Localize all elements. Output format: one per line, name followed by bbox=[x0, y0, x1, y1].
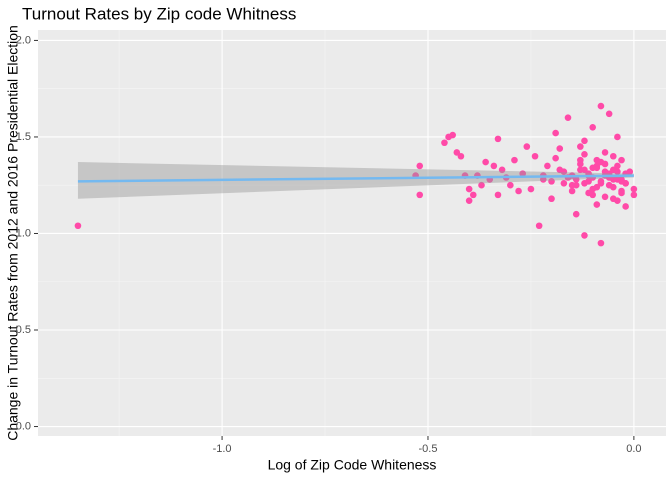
x-tick-label: -0.5 bbox=[418, 443, 437, 455]
point bbox=[597, 239, 605, 247]
point bbox=[568, 187, 576, 195]
point bbox=[593, 201, 601, 208]
point bbox=[531, 152, 539, 160]
point bbox=[478, 181, 485, 189]
point bbox=[556, 145, 564, 152]
point bbox=[441, 139, 448, 147]
point bbox=[622, 179, 629, 187]
point bbox=[548, 195, 555, 203]
point bbox=[597, 102, 605, 110]
point bbox=[614, 168, 621, 176]
point bbox=[453, 149, 461, 156]
point bbox=[469, 191, 477, 199]
point bbox=[597, 179, 605, 187]
point bbox=[527, 185, 535, 193]
point bbox=[416, 162, 424, 170]
point bbox=[465, 197, 473, 204]
point bbox=[523, 143, 531, 150]
point bbox=[601, 160, 609, 168]
point bbox=[519, 170, 526, 177]
y-tick-label: 0.5 bbox=[16, 324, 31, 336]
point bbox=[544, 162, 551, 170]
point bbox=[507, 181, 514, 189]
point bbox=[630, 185, 638, 193]
point bbox=[581, 232, 588, 239]
x-tick-label: -1.0 bbox=[213, 443, 232, 455]
point bbox=[465, 185, 473, 193]
y-tick-label: 1.5 bbox=[16, 131, 31, 143]
point bbox=[548, 178, 555, 185]
point bbox=[609, 152, 617, 160]
point bbox=[577, 143, 584, 150]
point bbox=[589, 164, 596, 172]
point bbox=[593, 183, 601, 191]
y-tick-label: 0.0 bbox=[16, 420, 31, 432]
chart-title: Turnout Rates by Zip code Whitness bbox=[22, 4, 296, 23]
point bbox=[589, 124, 596, 131]
point bbox=[609, 176, 617, 183]
fit-line bbox=[77, 174, 634, 183]
x-axis-label: Log of Zip Code Whiteness bbox=[268, 457, 437, 473]
point bbox=[614, 197, 621, 204]
point bbox=[601, 193, 609, 201]
point bbox=[581, 179, 588, 187]
point bbox=[560, 179, 568, 187]
y-tick-label: 2.0 bbox=[16, 34, 31, 46]
point bbox=[605, 110, 613, 118]
point bbox=[581, 137, 588, 145]
point bbox=[572, 210, 580, 218]
point bbox=[498, 166, 506, 174]
point bbox=[609, 183, 617, 191]
point bbox=[416, 191, 424, 199]
point bbox=[581, 151, 588, 158]
point bbox=[482, 158, 489, 166]
point bbox=[630, 191, 638, 199]
point bbox=[490, 162, 498, 170]
point bbox=[515, 187, 522, 195]
point bbox=[494, 135, 502, 143]
x-tick-label: 0.0 bbox=[626, 443, 641, 455]
point bbox=[572, 176, 580, 183]
point bbox=[585, 189, 592, 197]
confidence-band bbox=[77, 162, 634, 199]
point bbox=[457, 152, 465, 160]
point bbox=[622, 203, 629, 210]
point bbox=[535, 222, 543, 230]
point bbox=[74, 222, 82, 230]
point bbox=[552, 129, 559, 137]
point bbox=[577, 160, 584, 168]
y-tick-label: 1.0 bbox=[16, 227, 31, 239]
point bbox=[581, 166, 588, 174]
point bbox=[601, 149, 609, 156]
point bbox=[614, 133, 621, 141]
point bbox=[572, 181, 580, 189]
y-axis-label: Change in Turnout Rates from 2012 and 20… bbox=[5, 25, 21, 441]
point bbox=[494, 191, 502, 199]
point bbox=[552, 154, 559, 162]
point bbox=[618, 189, 625, 197]
point bbox=[449, 131, 456, 139]
point bbox=[564, 114, 572, 121]
point bbox=[556, 166, 564, 174]
point bbox=[618, 156, 625, 164]
point bbox=[614, 162, 621, 170]
point bbox=[511, 156, 518, 164]
